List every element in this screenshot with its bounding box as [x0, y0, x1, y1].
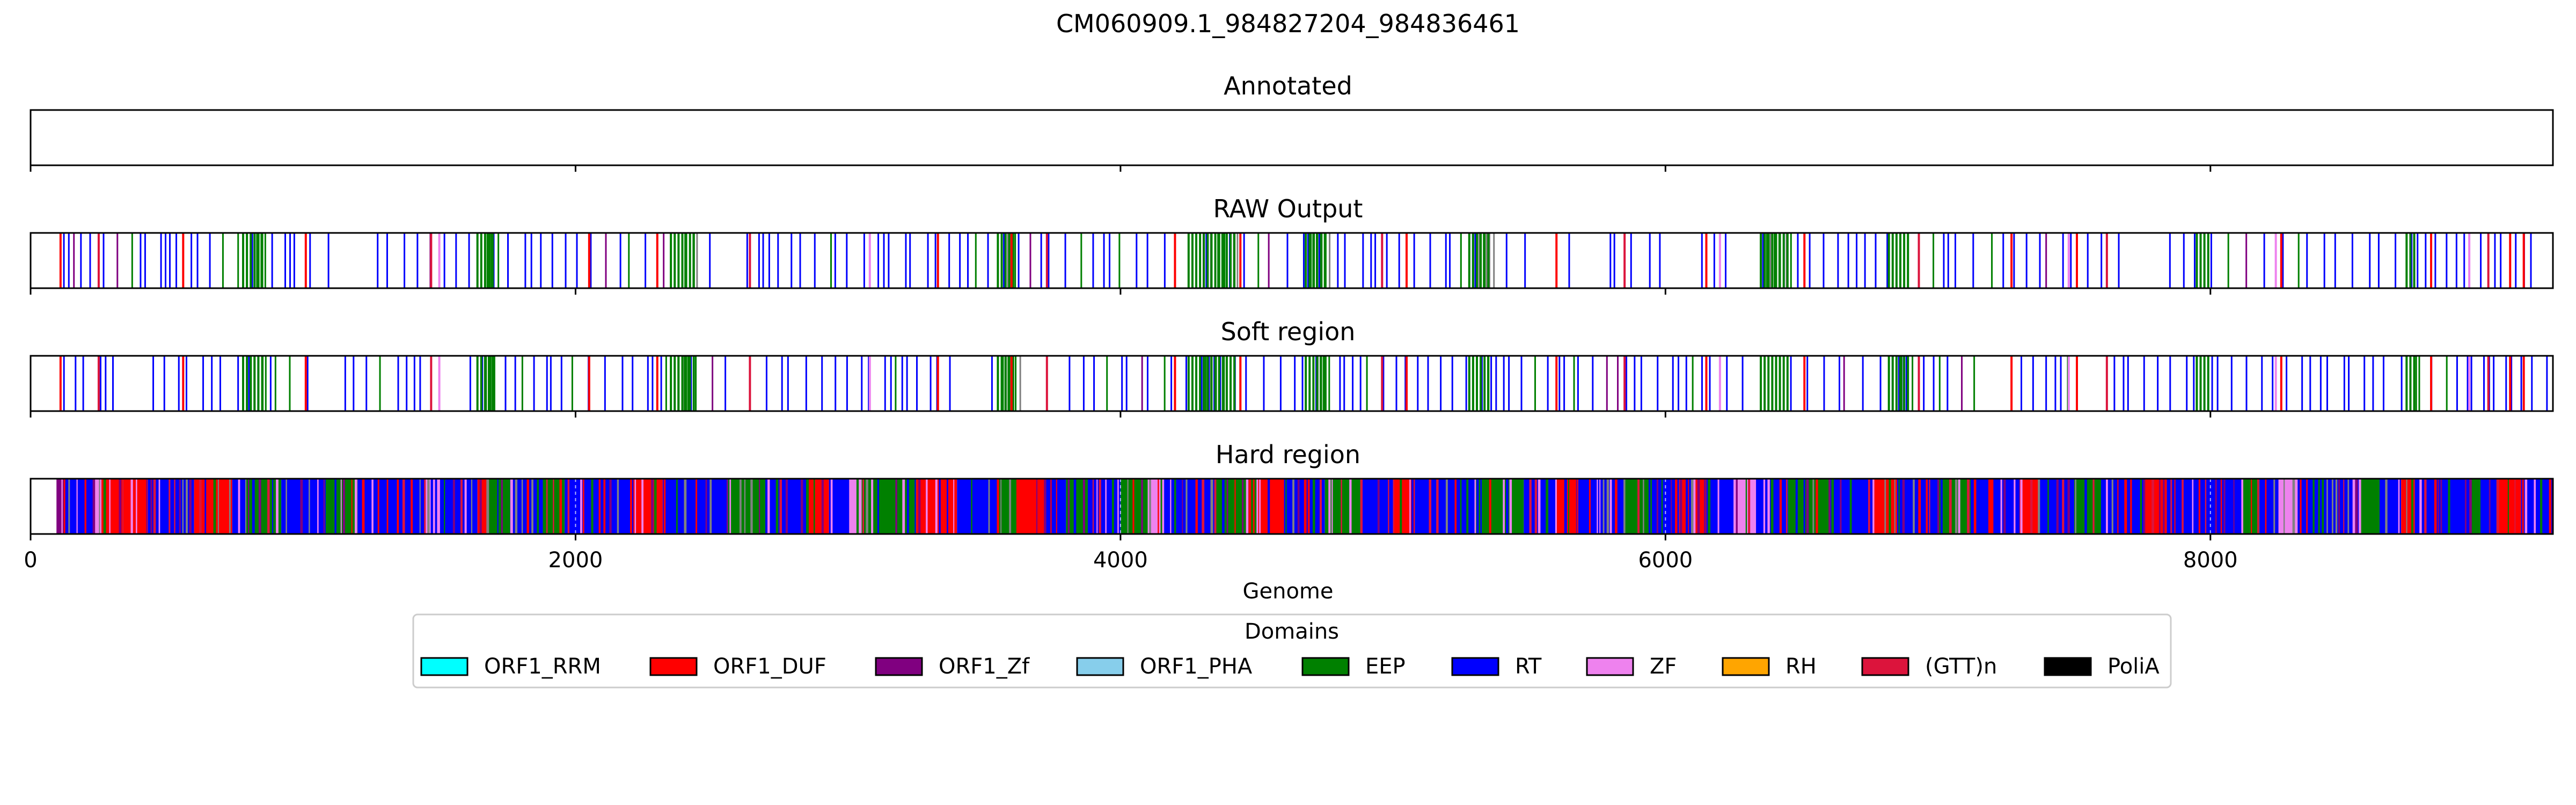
legend-swatch — [649, 657, 698, 676]
legend-label: PoliA — [2107, 654, 2160, 679]
panel-marks — [59, 233, 2532, 288]
legend-swatch — [1076, 657, 1124, 676]
panel-annotated: Annotated — [30, 71, 2554, 172]
segment-blue — [565, 479, 630, 534]
segment-green — [1324, 479, 1360, 534]
segment-green — [246, 479, 282, 534]
segment-blue — [662, 479, 728, 534]
segment-blue — [2259, 479, 2279, 534]
segment-red — [1256, 479, 1284, 534]
segment-green — [488, 479, 510, 534]
segment-green — [2074, 479, 2102, 534]
legend: Domains ORF1_RRM ORF1_DUF ORF1_Zf ORF1_PHA EE… — [412, 613, 2172, 689]
x-axis-label: Genome — [1242, 579, 1333, 604]
panel-title: RAW Output — [1213, 194, 1363, 223]
segment-blue — [1360, 479, 1393, 534]
segment-pink — [848, 479, 862, 534]
legend-swatch — [1722, 657, 1770, 676]
legend-label: RH — [1785, 654, 1817, 679]
segment-blue — [1970, 479, 2020, 534]
legend-title: Domains — [1245, 619, 1339, 644]
legend-label: (GTT)n — [1925, 654, 1997, 679]
segment-green — [1474, 479, 1524, 534]
legend-label: ORF1_PHA — [1140, 654, 1253, 679]
legend-entry-eep: EEP — [1301, 654, 1406, 679]
segment-red — [2019, 479, 2039, 534]
panel-title: Soft region — [1221, 317, 1356, 346]
segment-green — [1938, 479, 1971, 534]
x-tick-label: 8000 — [2183, 548, 2238, 573]
panel-frame — [30, 355, 2554, 412]
segment-blue — [957, 479, 998, 534]
segment-green — [327, 479, 358, 534]
panel-frame — [30, 478, 2554, 535]
x-axis: 0 2000 4000 6000 8000 — [24, 548, 2237, 573]
legend-swatch — [2044, 657, 2092, 676]
legend-swatch — [1301, 657, 1350, 676]
panel-marks — [59, 356, 2548, 411]
legend-entry-orf1-duf: ORF1_DUF — [649, 654, 826, 679]
segment-green — [2469, 479, 2480, 534]
segment-blue — [281, 479, 328, 534]
x-tick-label: 2000 — [548, 548, 603, 573]
segment-blue — [1164, 479, 1216, 534]
segment-blue — [2379, 479, 2402, 534]
legend-entry-gtt-n: (GTT)n — [1861, 654, 1997, 679]
legend-entry-zf: ZF — [1586, 654, 1677, 679]
segment-blue — [2480, 479, 2497, 534]
panel-title: Annotated — [1224, 71, 1352, 100]
panel-marks — [56, 479, 2553, 534]
legend-entry-polia: PoliA — [2044, 654, 2160, 679]
legend-swatch — [1586, 657, 1634, 676]
segment-blue — [2297, 479, 2361, 534]
segment-red — [1393, 479, 1415, 534]
legend-entry-orf1-pha: ORF1_PHA — [1076, 654, 1253, 679]
legend-label: RT — [1515, 654, 1542, 679]
panel-soft-region: Soft region — [30, 317, 2554, 418]
legend-entry-orf1-rrm: ORF1_RRM — [420, 654, 601, 679]
legend-label: ORF1_DUF — [713, 654, 826, 679]
segment-blue — [1706, 479, 1734, 534]
x-tick-label: 6000 — [1638, 548, 1693, 573]
legend-label: EEP — [1365, 654, 1406, 679]
panel-raw-output: RAW Output — [30, 194, 2554, 295]
legend-swatch — [1861, 657, 1909, 676]
segment-blue — [2167, 479, 2243, 534]
legend-swatch — [875, 657, 923, 676]
segment-red — [807, 479, 829, 534]
figure-title: CM060909.1_984827204_984836461 — [1056, 9, 1520, 38]
segment-blue — [1578, 479, 1625, 534]
panels-group: Annotated RAW Output Soft region Hard regio… — [30, 71, 2554, 540]
segment-blue — [1044, 479, 1066, 534]
legend-swatch — [1451, 657, 1499, 676]
legend-entry-rt: RT — [1451, 654, 1542, 679]
panel-frame — [30, 109, 2554, 166]
legend-swatch — [420, 657, 469, 676]
panel-frame — [30, 232, 2554, 289]
segment-purple — [56, 479, 65, 534]
segment-red — [1556, 479, 1578, 534]
segment-blue — [2101, 479, 2145, 534]
segment-blue — [439, 479, 478, 534]
legend-label: ZF — [1650, 654, 1677, 679]
legend-label: ORF1_RRM — [484, 654, 601, 679]
x-tick-label: 4000 — [1093, 548, 1148, 573]
segment-green — [728, 479, 766, 534]
segment-blue — [1415, 479, 1475, 534]
segment-blue — [357, 479, 426, 534]
segment-green — [2360, 479, 2380, 534]
legend-entry-rh: RH — [1722, 654, 1817, 679]
segment-red — [1016, 479, 1044, 534]
segment-red — [101, 479, 148, 534]
legend-label: ORF1_Zf — [939, 654, 1030, 679]
x-tick-label: 0 — [24, 548, 37, 573]
panel-hard-region: Hard region — [30, 440, 2554, 540]
legend-entry-orf1-zf: ORF1_Zf — [875, 654, 1030, 679]
panel-title: Hard region — [1216, 440, 1360, 469]
